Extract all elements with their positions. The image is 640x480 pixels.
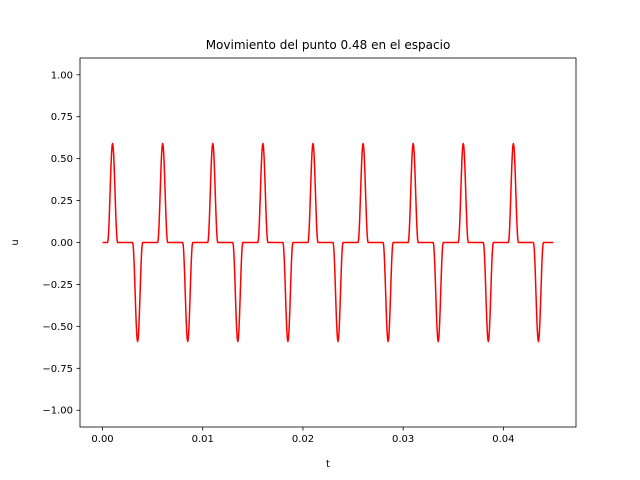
x-tick-label: 0.00 bbox=[91, 434, 113, 445]
y-tick-label: 0.50 bbox=[51, 154, 73, 165]
y-axis-label: u bbox=[10, 239, 21, 245]
series-line bbox=[102, 142, 554, 343]
x-axis: 0.00 0.01 0.02 0.03 0.04 bbox=[91, 427, 514, 445]
y-tick-label: −0.75 bbox=[42, 364, 73, 375]
chart-title: Movimiento del punto 0.48 en el espacio bbox=[206, 38, 451, 52]
x-tick-label: 0.03 bbox=[392, 434, 414, 445]
y-axis: −1.00 −0.75 −0.50 −0.25 0.00 0.25 0.50 0.75 1.00 bbox=[42, 70, 80, 417]
y-tick-label: 0.75 bbox=[51, 112, 73, 123]
y-tick-label: −0.25 bbox=[42, 280, 73, 291]
y-tick-label: 1.00 bbox=[51, 70, 73, 81]
y-tick-label: 0.25 bbox=[51, 196, 73, 207]
y-tick-label: −1.00 bbox=[42, 406, 73, 417]
x-tick-label: 0.01 bbox=[192, 434, 214, 445]
series-layer bbox=[102, 142, 554, 343]
plot-area bbox=[79, 57, 577, 428]
x-tick-label: 0.02 bbox=[292, 434, 314, 445]
x-tick-label: 0.04 bbox=[492, 434, 514, 445]
y-tick-label: 0.00 bbox=[51, 238, 73, 249]
x-axis-label: t bbox=[326, 459, 330, 470]
y-tick-label: −0.50 bbox=[42, 322, 73, 333]
